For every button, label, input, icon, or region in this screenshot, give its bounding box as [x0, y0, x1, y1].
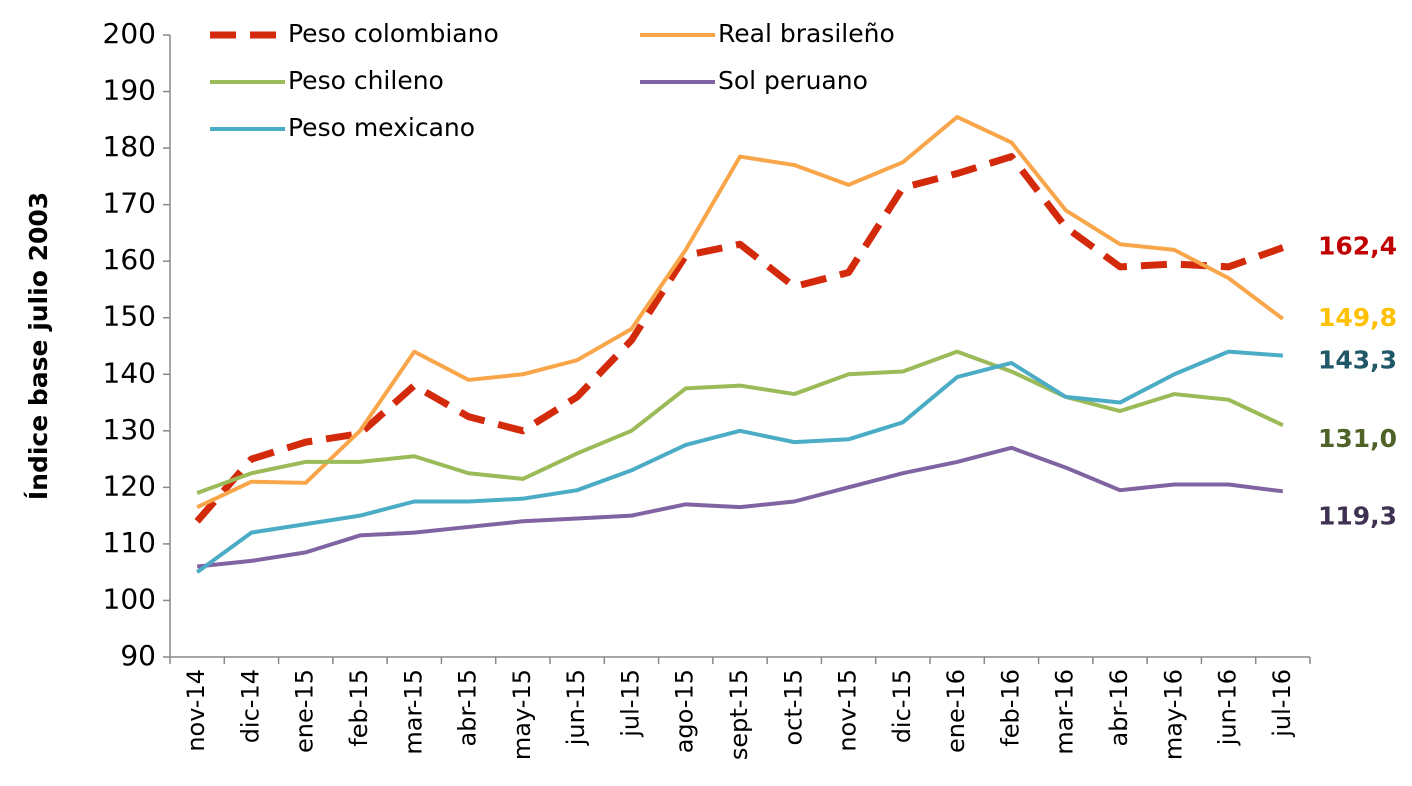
y-tick-label: 130: [103, 413, 156, 446]
legend-label: Peso colombiano: [288, 19, 499, 48]
line-series: [195, 349, 1284, 574]
y-tick-label: 100: [103, 582, 156, 615]
legend-label: Real brasileño: [718, 19, 895, 48]
y-tick-label: 150: [103, 300, 156, 333]
line-series: [196, 445, 1284, 569]
end-label: 143,3: [1318, 346, 1397, 375]
end-label: 162,4: [1318, 232, 1397, 261]
legend-label: Peso chileno: [288, 66, 444, 95]
line-series: [196, 349, 1284, 495]
x-tick-label: dic-14: [236, 669, 264, 743]
x-tick-label: nov-14: [182, 669, 210, 752]
x-tick-label: jul-15: [616, 669, 644, 738]
x-tick-label: abr-16: [1105, 669, 1133, 746]
y-tick-label: 120: [103, 469, 156, 502]
x-tick-label: oct-15: [779, 669, 807, 746]
x-tick-label: may-15: [508, 669, 536, 760]
end-label: 131,0: [1318, 424, 1397, 453]
x-tick-label: mar-16: [1051, 669, 1079, 755]
x-tick-label: ago-15: [671, 669, 699, 753]
x-tick-label: sept-15: [725, 669, 753, 760]
y-tick-label: 190: [103, 74, 156, 107]
y-tick-label: 140: [103, 356, 156, 389]
x-tick-label: dic-15: [888, 669, 916, 743]
x-tick-label: feb-15: [345, 669, 373, 747]
x-tick-label: ene-16: [942, 669, 970, 753]
x-tick-label: abr-15: [454, 669, 482, 746]
line-series: [194, 153, 1285, 524]
y-tick-label: 180: [103, 130, 156, 163]
x-tick-label: jun-16: [1214, 669, 1242, 746]
x-tick-label: jul-16: [1268, 669, 1296, 738]
y-axis-title: Índice base julio 2003: [24, 192, 53, 500]
x-tick-label: may-16: [1159, 669, 1187, 760]
y-tick-label: 90: [120, 639, 156, 672]
x-tick-label: feb-16: [996, 669, 1024, 747]
y-tick-label: 160: [103, 243, 156, 276]
y-tick-label: 170: [103, 187, 156, 220]
line-series: [196, 114, 1285, 509]
legend-label: Sol peruano: [718, 66, 868, 95]
end-label: 119,3: [1318, 501, 1397, 530]
end-label: 149,8: [1318, 303, 1397, 332]
x-tick-label: mar-15: [399, 669, 427, 755]
x-tick-label: jun-15: [562, 669, 590, 746]
y-tick-label: 110: [103, 526, 156, 559]
y-tick-label: 200: [103, 17, 156, 50]
x-tick-label: nov-15: [834, 669, 862, 752]
x-tick-label: ene-15: [291, 669, 319, 753]
legend-label: Peso mexicano: [288, 113, 475, 142]
